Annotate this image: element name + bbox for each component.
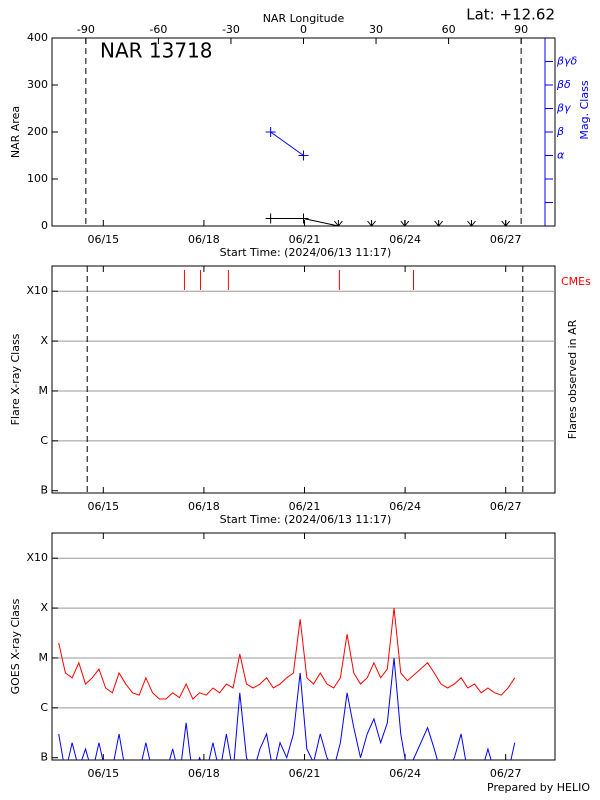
x-tick-label: 06/24 [389,233,421,246]
x-tick-label: 06/21 [289,233,321,246]
y-tick-label: C [40,701,48,714]
y-tick-label: C [40,434,48,447]
y-axis-label: GOES X-ray Class [9,598,22,694]
y-tick-label: X10 [26,551,48,564]
x-tick-label: 06/15 [87,233,119,246]
y-axis-label: NAR Area [9,106,22,158]
plot-area [58,608,516,760]
y-tick-label: 200 [27,125,48,138]
x-tick-label: 06/27 [490,500,522,513]
series-line [270,217,506,227]
latitude: Lat: +12.62 [466,6,555,24]
x-axis-label: Start Time: (2024/06/13 11:17) [220,246,392,259]
y-tick-label: 0 [41,219,48,232]
plot-frame [51,532,556,761]
series-line [58,657,516,760]
point-arrow [434,220,444,227]
x2-tick-label: 60 [442,23,456,36]
y-tick-label: X10 [26,284,48,297]
x-tick-label: 06/24 [389,767,421,780]
point-plus [298,213,309,224]
series-line [58,608,516,700]
y-tick-label: M [39,384,49,397]
point-arrow [400,220,410,227]
point-arrow [333,220,343,227]
x-tick-label: 06/21 [289,767,321,780]
x-tick-label: 06/15 [87,767,119,780]
x-tick-label: 06/15 [87,500,119,513]
x2-tick-label: -90 [77,23,95,36]
y-tick-label: X [40,601,48,614]
cme-legend: CMEs [561,275,591,288]
y-tick-label: M [39,651,49,664]
x-tick-label: 06/18 [188,233,220,246]
y-tick-label: B [40,751,48,764]
x-tick-label: 06/24 [389,500,421,513]
y-tick-label: 300 [27,78,48,91]
plot-frame [51,37,556,227]
point-plus [265,127,276,137]
point-arrow [367,220,376,227]
y2-tick-label: α [557,149,565,162]
y-tick-label: X [40,334,48,347]
y2-axis-label: Flares observed in AR [566,319,579,439]
x2-axis-label: NAR Longitude [263,12,345,25]
footer: Prepared by HELIO [487,781,590,794]
x2-tick-label: -30 [222,23,240,36]
x-tick-label: 06/18 [188,500,220,513]
point-arrow [501,220,511,227]
x-tick-label: 06/27 [490,233,522,246]
y-tick-label: B [40,484,48,497]
x2-tick-label: 0 [300,23,307,36]
x-axis-label: Start Time: (2024/06/13 11:17) [220,513,392,526]
y-tick-label: 400 [27,31,48,44]
x-tick-label: 06/21 [289,500,321,513]
y2-tick-label: β [556,125,564,138]
y2-tick-label: βγδ [556,55,578,68]
point-plus [298,150,309,161]
y2-tick-label: βγ [556,102,571,115]
x2-tick-label: -60 [149,23,167,36]
x2-tick-label: 90 [514,23,528,36]
series-line [270,131,304,156]
x-tick-label: 06/27 [490,767,522,780]
point-arrow [467,220,476,227]
y2-axis-label: Mag. Class [578,80,591,139]
y-tick-label: 100 [27,172,48,185]
y2-tick-label: βδ [556,78,571,91]
plot-frame [51,265,556,494]
x-tick-label: 06/18 [188,767,220,780]
x2-tick-label: 30 [369,23,383,36]
point-plus [265,213,276,224]
chart-title: NAR 13718 [100,39,213,63]
y-axis-label: Flare X-ray Class [9,333,22,425]
